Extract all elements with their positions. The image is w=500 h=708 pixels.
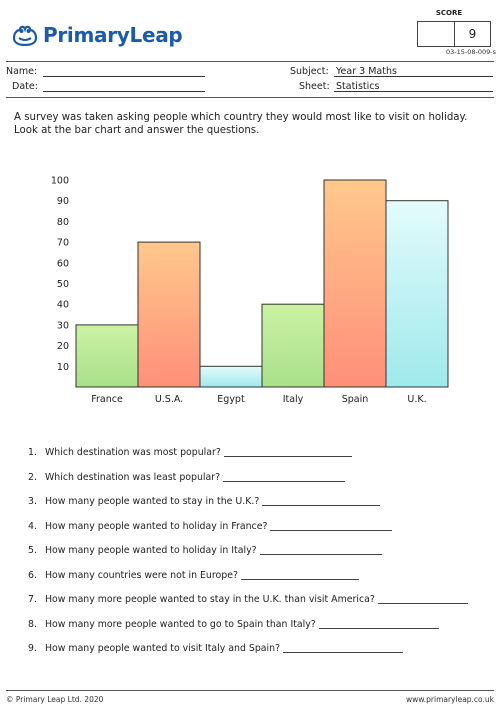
question-6: 6. How many countries were not in Europe?: [28, 570, 359, 581]
x-category-label: U.S.A.: [155, 394, 183, 405]
x-axis-labels: France U.S.A. Egypt Italy Spain U.K.: [91, 394, 426, 405]
answer-line[interactable]: [283, 651, 404, 653]
answer-line[interactable]: [223, 480, 346, 482]
answer-line[interactable]: [270, 529, 393, 531]
question-text: How many people wanted to holiday in Fra…: [45, 520, 268, 532]
y-tick-label: 100: [51, 176, 69, 187]
sheet-value: Statistics: [336, 81, 380, 92]
date-label: Date:: [12, 81, 38, 92]
answer-line[interactable]: [377, 602, 468, 604]
answer-line[interactable]: [223, 455, 352, 457]
subject-label: Subject:: [290, 66, 329, 77]
footer-copyright: © Primary Leap Ltd. 2020: [6, 695, 104, 704]
score-divider: [454, 22, 455, 46]
y-tick-label: 10: [57, 362, 69, 373]
score-box: 9: [417, 21, 491, 47]
answer-line[interactable]: [240, 578, 359, 580]
y-tick-label: 80: [57, 217, 69, 228]
y-tick-label: 40: [57, 300, 69, 311]
bar-france: [75, 324, 139, 388]
question-3: 3. How many people wanted to stay in the …: [28, 496, 381, 507]
form-divider: [6, 97, 494, 98]
question-text: How many people wanted to holiday in Ita…: [45, 545, 257, 556]
name-label: Name:: [6, 66, 38, 77]
question-4: 4. How many people wanted to holiday in F…: [28, 520, 393, 532]
y-tick-label: 20: [57, 341, 69, 352]
footer-divider: [6, 690, 494, 691]
bar-italy: [261, 303, 325, 388]
question-text: How many more people wanted to go to Spa…: [45, 618, 316, 630]
y-axis-ticks: 10 20 30 40 50 60 70 80 90 100: [51, 176, 69, 373]
question-text: Which destination was least popular?: [45, 471, 221, 483]
x-category-label: U.K.: [407, 394, 426, 405]
name-field[interactable]: [43, 76, 205, 77]
question-2: 2. Which destination was least popular?: [28, 471, 346, 483]
answer-line[interactable]: [318, 627, 439, 629]
question-number: 3.: [28, 496, 37, 507]
bar-uk: [385, 200, 449, 388]
logo-text: PrimaryLeap: [43, 23, 183, 47]
subject-line: [334, 76, 493, 77]
question-number: 9.: [28, 643, 37, 654]
score-value: 9: [468, 27, 477, 41]
logo: PrimaryLeap: [12, 20, 183, 50]
sheet-line: [334, 91, 493, 92]
worksheet-code: 03-15-08-009-s: [446, 48, 496, 56]
y-tick-label: 60: [57, 258, 69, 269]
question-1: 1. Which destination was most popular?: [28, 447, 352, 458]
intro-text: A survey was taken asking people which c…: [14, 112, 468, 136]
bar-egypt: [199, 365, 263, 388]
question-7: 7. How many more people wanted to stay in…: [28, 594, 468, 605]
x-category-label: Egypt: [217, 394, 245, 405]
question-8: 8. How many more people wanted to go to S…: [28, 619, 439, 630]
y-tick-label: 30: [57, 320, 69, 331]
question-number: 2.: [28, 471, 37, 483]
answer-line[interactable]: [262, 504, 381, 506]
bars: [75, 179, 449, 388]
question-text: How many people wanted to visit Italy an…: [45, 643, 281, 654]
x-category-label: Spain: [342, 394, 369, 405]
question-text: How many more people wanted to stay in t…: [45, 594, 375, 605]
question-text: Which destination was most popular?: [45, 447, 221, 458]
question-number: 6.: [28, 569, 37, 581]
question-5: 5. How many people wanted to holiday in I…: [28, 545, 382, 556]
date-field[interactable]: [43, 91, 205, 92]
x-category-label: Italy: [283, 394, 304, 405]
subject-value: Year 3 Maths: [336, 66, 397, 77]
footer-url: www.primaryleap.co.uk: [406, 695, 494, 704]
bar-usa: [137, 241, 201, 388]
question-number: 4.: [28, 520, 37, 532]
answer-line[interactable]: [259, 553, 382, 555]
y-tick-label: 50: [57, 279, 69, 290]
x-category-label: France: [91, 394, 123, 405]
y-tick-label: 90: [57, 196, 69, 207]
question-number: 5.: [28, 545, 37, 556]
question-number: 8.: [28, 618, 37, 630]
score-label: SCORE: [435, 9, 463, 17]
question-text: How many countries were not in Europe?: [45, 569, 238, 581]
question-text: How many people wanted to stay in the U.…: [45, 496, 260, 507]
header-divider: [6, 61, 494, 62]
question-number: 1.: [28, 447, 37, 458]
bar-spain: [323, 179, 387, 388]
sheet-label: Sheet:: [299, 81, 330, 92]
question-number: 7.: [28, 594, 37, 605]
bar-chart: 10 20 30 40 50 60 70 80 90 100 France U.S.A. Egypt I…: [51, 176, 449, 405]
frog-logo-icon: [12, 25, 38, 46]
y-tick-label: 70: [57, 238, 69, 249]
question-9: 9. How many people wanted to visit Italy …: [28, 643, 404, 654]
